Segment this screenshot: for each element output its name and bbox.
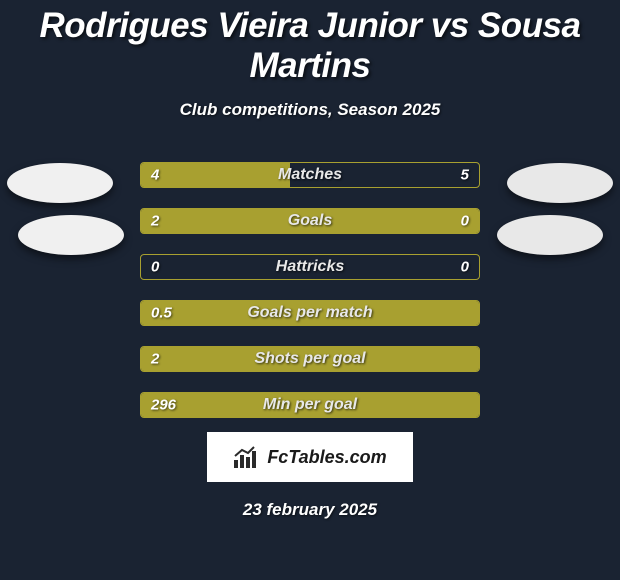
stat-row: 4 5 Matches [140,162,480,188]
stat-value-left: 4 [151,167,159,184]
stat-row: 2 0 Goals [140,208,480,234]
page-title: Rodrigues Vieira Junior vs Sousa Martins [0,0,620,86]
stat-row: 296 Min per goal [140,392,480,418]
stat-label: Matches [278,166,342,184]
chart-icon [233,446,261,468]
stat-row: 0.5 Goals per match [140,300,480,326]
stat-value-right: 0 [461,259,469,276]
bar-fill-left [141,209,398,233]
stat-label: Goals per match [247,304,372,322]
stat-value-right: 5 [461,167,469,184]
stat-value-left: 2 [151,351,159,368]
stat-label: Goals [288,212,332,230]
bars-container: 4 5 Matches 2 0 Goals 0 0 Hattricks 0.5 Goals per … [140,162,480,438]
player-right-avatar-2 [497,215,603,255]
player-right-avatar [507,163,613,203]
logo-text: FcTables.com [267,447,386,468]
stat-value-left: 0 [151,259,159,276]
bar-fill-left [141,163,290,187]
stat-label: Hattricks [276,258,344,276]
stat-value-left: 296 [151,397,176,414]
stat-label: Shots per goal [254,350,365,368]
subtitle: Club competitions, Season 2025 [0,100,620,120]
stat-value-left: 0.5 [151,305,172,322]
player-left-avatar [7,163,113,203]
comparison-chart: 4 5 Matches 2 0 Goals 0 0 Hattricks 0.5 Goals per … [0,162,620,422]
fctables-logo[interactable]: FcTables.com [207,432,413,482]
stat-row: 0 0 Hattricks [140,254,480,280]
stat-value-right: 0 [461,213,469,230]
stat-label: Min per goal [263,396,357,414]
stat-row: 2 Shots per goal [140,346,480,372]
stat-value-left: 2 [151,213,159,230]
player-left-avatar-2 [18,215,124,255]
date-label: 23 february 2025 [0,500,620,520]
